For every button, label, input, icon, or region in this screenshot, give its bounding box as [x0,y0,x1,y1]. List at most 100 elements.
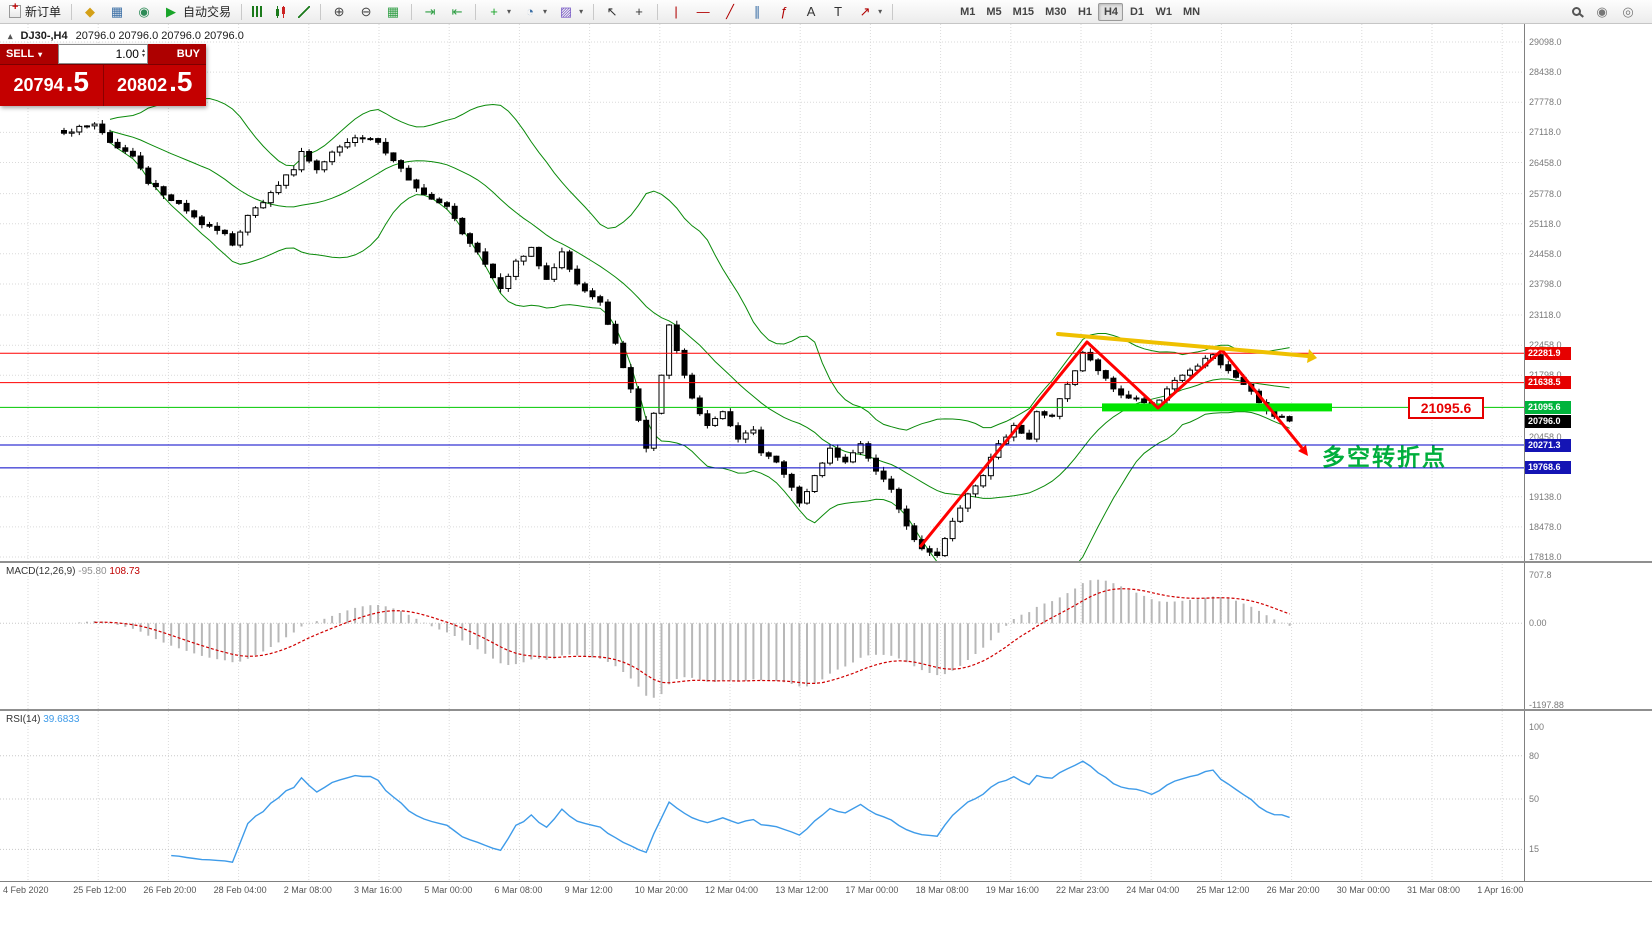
price-line-tag: 21638.5 [1525,376,1571,390]
chart-canvas[interactable] [0,24,1524,881]
timeframe-w1[interactable]: W1 [1155,5,1172,18]
rsi-name: RSI(14) [6,714,41,725]
chart-shift-icon[interactable]: ⇤ [444,2,470,22]
ohlc-bars-icon[interactable] [247,4,269,19]
label-icon: T [834,4,843,19]
market-watch-icon: ▦ [110,4,124,19]
volume-value: 1.00 [115,47,139,61]
profile-icon[interactable]: ◎ [1622,4,1634,19]
candlestick-icon[interactable] [270,4,292,20]
buy-button[interactable]: BUY [148,44,206,64]
autotrading-button[interactable]: ▶ 自动交易 [158,1,236,22]
timeframe-h4[interactable]: H4 [1098,2,1124,21]
new-order-button[interactable]: 新订单 [4,1,66,22]
sell-price[interactable]: 20794.5 [0,65,103,106]
volume-spinner[interactable]: ▴ ▾ [141,48,145,59]
sell-dropdown-arrow[interactable]: ▾ [38,49,43,59]
trendline-icon: ╱ [726,4,734,19]
sell-button[interactable]: SELL ▾ [0,44,58,64]
zoom-in-icon[interactable]: ⊕ [326,2,352,22]
cursor-icon[interactable]: ↖ [599,2,625,22]
macd-layer [78,579,1291,698]
price-axis-label: 20458.0 [1529,431,1562,442]
spinner-up-icon[interactable]: ▴ [141,48,145,54]
horizontal-line-icon[interactable]: — [690,2,716,22]
candles-layer [61,97,1293,561]
community-icon[interactable]: ◉ [131,2,157,22]
market-watch-icon[interactable]: ▦ [104,2,130,22]
sell-price-main: 20794 [13,75,64,95]
time-axis-label: 6 Mar 08:00 [494,885,543,895]
line-chart-icon[interactable] [293,4,315,20]
timeframe-mn[interactable]: MN [1182,5,1201,18]
time-axis-label: 10 Mar 20:00 [634,885,688,895]
channel-icon[interactable]: ∥ [744,2,770,22]
fibonacci-icon[interactable]: ƒ [771,2,797,22]
templates-icon[interactable]: ▨ ▾ [553,2,588,22]
timeframe-m30[interactable]: M30 [1045,5,1067,18]
rsi-axis-label: 80 [1529,750,1540,761]
macd-panel-splitter[interactable] [0,561,1652,563]
fibonacci-icon: ƒ [780,4,788,19]
text-icon[interactable]: A [798,2,824,22]
favorites-icon[interactable]: ◉ [1596,4,1608,19]
timeframe-m1[interactable]: M1 [960,5,976,18]
search-icon[interactable] [1568,4,1584,20]
time-axis-label: 24 Mar 04:00 [1126,885,1180,895]
price-callout-box[interactable]: 21095.6 [1408,397,1484,419]
timeframe-h1[interactable]: H1 [1077,5,1092,18]
trendline-icon[interactable]: ╱ [717,2,743,22]
arrows-icon[interactable]: ↗ ▾ [852,2,887,22]
autotrading-button: ▶ [166,4,177,19]
macd-axis-label: 0.00 [1529,618,1547,629]
volume-input[interactable]: 1.00 ▴ ▾ [58,44,148,64]
zoom-out-icon[interactable]: ⊖ [353,2,379,22]
buy-price[interactable]: 20802.5 [102,65,207,106]
price-line-tag: 19768.6 [1525,461,1571,475]
time-axis-label: 22 Mar 23:00 [1056,885,1110,895]
time-axis-label: 26 Feb 20:00 [143,885,197,895]
rsi-label: RSI(14) 39.6833 [6,714,79,725]
auto-scroll-icon: ⇥ [424,4,436,19]
rsi-panel-splitter[interactable] [0,709,1652,711]
metaeditor-icon: ◆ [85,4,96,19]
spinner-down-icon[interactable]: ▾ [141,53,145,59]
price-axis-label: 23118.0 [1529,310,1561,320]
vertical-line-icon[interactable]: | [663,2,689,22]
rsi-axis-label: 15 [1529,844,1540,855]
tile-windows-icon[interactable]: ▦ [380,2,406,22]
macd-signal-value: 108.73 [109,566,140,577]
time-axis-label: 3 Mar 16:00 [354,885,403,895]
metaeditor-icon[interactable]: ◆ [77,2,103,22]
time-axis-label: 30 Mar 00:00 [1336,885,1390,895]
periods-icon[interactable]: ◔ ▾ [517,2,552,22]
turning-point-note[interactable]: 多空转折点 [1322,444,1447,470]
buy-label: BUY [176,48,200,60]
price-axis-label: 25778.0 [1529,188,1562,199]
price-axis-label: 25118.0 [1529,218,1561,229]
timeframe-m5[interactable]: M5 [986,5,1002,18]
price-line-tag: 20271.3 [1525,438,1571,452]
crosshair-icon[interactable]: + [626,2,652,22]
timeframe-d1[interactable]: D1 [1129,5,1144,18]
indicators-icon[interactable]: + ▾ [481,2,516,22]
sell-price-frac: .5 [65,66,89,97]
timeframe-m15[interactable]: M15 [1012,5,1035,18]
time-axis-label: 9 Mar 12:00 [564,885,613,895]
time-axis[interactable]: 4 Feb 2020 25 Feb 12:00 26 Feb 20:00 28 Feb… [0,881,1652,899]
toolbar-left-group: 新订单◆▦◉▶自动交易⊕⊖▦⇥⇤+▾◔▾▨▾↖+|—╱∥ƒAT↗▾M1M5M15… [4,1,1205,22]
indicators-icon: + [490,4,498,19]
rsi-axis-label: 50 [1529,794,1540,804]
time-axis-label: 2 Mar 08:00 [283,885,332,895]
time-axis-label: 1 Apr 16:00 [1477,885,1524,895]
price-axis-label: 19138.0 [1529,491,1562,502]
line-chart-icon [298,5,311,18]
toolbar-separator [71,3,73,20]
auto-scroll-icon[interactable]: ⇥ [417,2,443,22]
price-line-tag: 21095.6 [1525,400,1571,414]
price-axis[interactable]: 29098.0 28438.0 27778.0 27118.0 26458.0 25778… [1524,24,1652,881]
search-icon [1571,7,1581,16]
price-axis-label: 29098.0 [1529,37,1562,47]
label-icon[interactable]: T [825,2,851,22]
